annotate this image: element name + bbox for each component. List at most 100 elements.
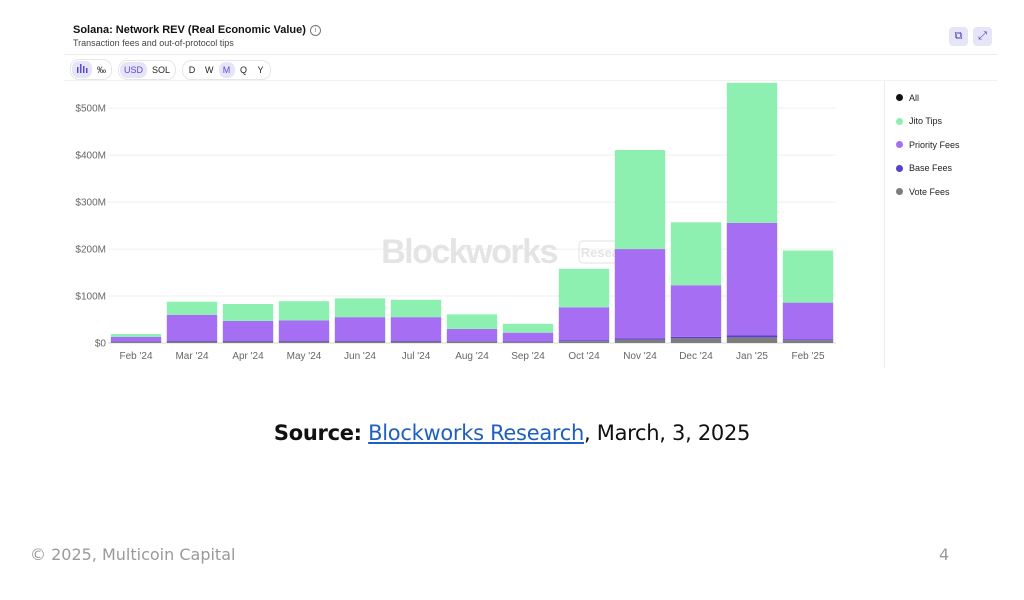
bar-segment-jito-tips[interactable] xyxy=(334,298,386,318)
legend-item-all[interactable]: All xyxy=(896,92,960,103)
bar-segment-jito-tips[interactable] xyxy=(670,222,722,286)
bar-segment-priority-fees[interactable] xyxy=(110,336,162,342)
bar-segment-jito-tips[interactable] xyxy=(726,82,778,223)
bar-segment-vote-fees[interactable] xyxy=(782,340,834,343)
bar-segment-priority-fees[interactable] xyxy=(446,328,498,342)
bar-segment-priority-fees[interactable] xyxy=(558,307,610,341)
legend-label: Priority Fees xyxy=(909,139,960,150)
bar-segment-jito-tips[interactable] xyxy=(502,323,554,333)
period-y[interactable]: Y xyxy=(257,64,264,75)
chart-actions: ⧉ ⤢ xyxy=(949,27,992,46)
legend-swatch xyxy=(896,188,903,195)
bar-segment-jito-tips[interactable] xyxy=(614,149,666,250)
x-tick-label: Jun '24 xyxy=(344,351,376,362)
controls-divider xyxy=(64,80,998,81)
bar-segment-vote-fees[interactable] xyxy=(390,341,442,343)
bar-segment-priority-fees[interactable] xyxy=(222,320,274,341)
bar-segment-vote-fees[interactable] xyxy=(726,337,778,343)
legend-label: Base Fees xyxy=(909,163,953,173)
legend-label: Jito Tips xyxy=(909,116,943,126)
bar-segment-vote-fees[interactable] xyxy=(222,341,274,343)
y-tick-label: $400M xyxy=(75,151,106,162)
bar-segment-priority-fees[interactable] xyxy=(334,317,386,341)
percent-icon[interactable]: ‰ xyxy=(97,64,106,75)
bar-segment-vote-fees[interactable] xyxy=(110,342,162,343)
chart-subtitle: Transaction fees and out-of-protocol tip… xyxy=(73,38,234,48)
chart-title: Solana: Network REV (Real Economic Value… xyxy=(73,24,321,36)
chart-title-text: Solana: Network REV (Real Economic Value… xyxy=(73,24,306,36)
bar-segment-base-fees[interactable] xyxy=(782,339,834,341)
currency-toggle-group: USD SOL xyxy=(118,59,177,80)
bar-segment-priority-fees[interactable] xyxy=(614,249,666,339)
bar-segment-priority-fees[interactable] xyxy=(390,317,442,341)
currency-sol[interactable]: SOL xyxy=(152,64,171,75)
bar-segment-vote-fees[interactable] xyxy=(502,342,554,343)
legend-item-jito-tips[interactable]: Jito Tips xyxy=(896,116,960,127)
bar-chart-icon[interactable] xyxy=(72,61,92,78)
source-link[interactable]: Blockworks Research xyxy=(368,421,585,445)
currency-usd[interactable]: USD xyxy=(120,61,148,78)
legend-label: Vote Fees xyxy=(909,186,950,197)
legend-swatch xyxy=(896,141,903,148)
legend-label: All xyxy=(909,92,920,103)
bar-segment-jito-tips[interactable] xyxy=(446,314,498,329)
x-tick-label: Aug '24 xyxy=(455,351,489,362)
bar-segment-priority-fees[interactable] xyxy=(726,222,778,336)
info-icon[interactable]: i xyxy=(309,25,321,36)
x-tick-label: Oct '24 xyxy=(568,351,600,362)
bar-segment-jito-tips[interactable] xyxy=(782,250,834,303)
watermark-brand: Blockworks xyxy=(381,233,557,271)
period-q[interactable]: Q xyxy=(240,64,248,75)
bar-segment-jito-tips[interactable] xyxy=(558,268,610,308)
share-icon[interactable]: ⧉ xyxy=(949,27,968,46)
bar-segment-jito-tips[interactable] xyxy=(278,301,330,321)
legend-item-vote-fees[interactable]: Vote Fees xyxy=(896,186,960,197)
legend-separator xyxy=(884,81,885,368)
bar-segment-priority-fees[interactable] xyxy=(670,285,722,337)
x-tick-label: Apr '24 xyxy=(232,351,264,362)
x-tick-label: Nov '24 xyxy=(623,351,657,362)
x-tick-label: Feb '25 xyxy=(791,351,824,362)
bar-segment-vote-fees[interactable] xyxy=(558,341,610,343)
bar-segment-base-fees[interactable] xyxy=(614,338,666,340)
bar-segment-jito-tips[interactable] xyxy=(390,299,442,318)
y-tick-label: $0 xyxy=(95,339,107,350)
period-m[interactable]: M xyxy=(218,61,235,78)
bar-segment-base-fees[interactable] xyxy=(390,340,442,342)
period-w[interactable]: W xyxy=(205,64,214,75)
legend-item-priority-fees[interactable]: Priority Fees xyxy=(896,139,960,150)
chart-controls: ‰ USD SOL D W M Q Y xyxy=(70,59,271,80)
bar-segment-base-fees[interactable] xyxy=(222,340,274,342)
bar-segment-base-fees[interactable] xyxy=(558,340,610,342)
bar-segment-jito-tips[interactable] xyxy=(166,301,218,315)
x-tick-label: Sep '24 xyxy=(511,351,545,362)
bar-segment-vote-fees[interactable] xyxy=(278,341,330,343)
legend-item-base-fees[interactable]: Base Fees xyxy=(896,163,960,174)
bar-segment-jito-tips[interactable] xyxy=(110,334,162,337)
bar-segment-base-fees[interactable] xyxy=(670,336,722,339)
bar-segment-vote-fees[interactable] xyxy=(334,341,386,343)
bar-chart: Blockworks Research $0$100M$200M$300M$40… xyxy=(75,82,836,362)
bar-segment-priority-fees[interactable] xyxy=(166,314,218,341)
period-d[interactable]: D xyxy=(188,64,196,75)
y-tick-label: $200M xyxy=(75,245,106,256)
bar-segment-vote-fees[interactable] xyxy=(446,341,498,343)
bar-segment-vote-fees[interactable] xyxy=(614,339,666,343)
bar-segment-base-fees[interactable] xyxy=(334,340,386,342)
legend-swatch xyxy=(896,117,903,125)
legend-swatch xyxy=(896,94,903,101)
bar-segment-base-fees[interactable] xyxy=(166,340,218,342)
bar-segment-base-fees[interactable] xyxy=(278,340,330,342)
bar-segment-priority-fees[interactable] xyxy=(782,302,834,340)
y-tick-label: $100M xyxy=(75,292,106,303)
x-tick-label: Mar '24 xyxy=(175,351,208,362)
bar-segment-vote-fees[interactable] xyxy=(166,341,218,343)
bar-segment-priority-fees[interactable] xyxy=(502,332,554,342)
bar-segment-jito-tips[interactable] xyxy=(222,304,274,321)
bar-segment-priority-fees[interactable] xyxy=(278,320,330,341)
expand-icon[interactable]: ⤢ xyxy=(973,27,992,46)
bar-segment-vote-fees[interactable] xyxy=(670,338,722,343)
chart-legend: All Jito Tips Priority Fees Base Fees Vote F… xyxy=(896,92,960,210)
x-tick-label: Dec '24 xyxy=(679,351,713,362)
bar-segment-base-fees[interactable] xyxy=(726,335,778,338)
